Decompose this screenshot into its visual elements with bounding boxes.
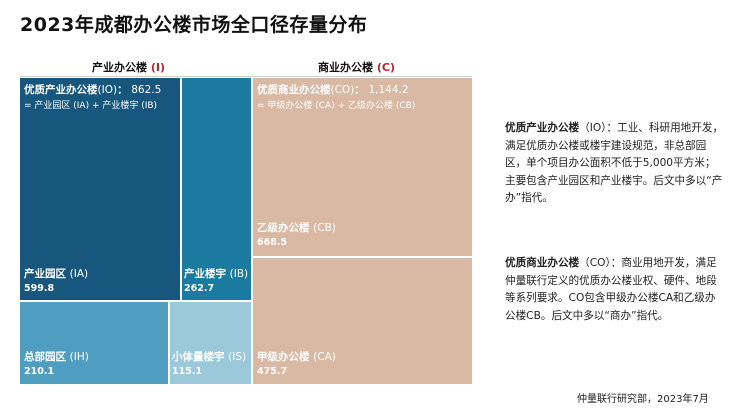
group-header-industrial: 产业办公楼 (I)	[92, 59, 165, 75]
tile-value: 475.7	[257, 366, 288, 377]
tile-cb: 优质商业办公楼(CO)： 1,144.2 = 甲级办公楼 (CA) + 乙级办公…	[253, 78, 472, 256]
tile-label: 小体量楼宇 (IS)	[172, 351, 247, 363]
total-label: 优质商业办公楼(CO)： 1,144.2	[257, 84, 409, 96]
tile-is: 小体量楼宇 (IS) 115.1	[170, 302, 251, 384]
group-code: (C)	[376, 61, 395, 74]
group-label: 商业办公楼	[318, 61, 373, 74]
group-header-commercial: 商业办公楼 (C)	[318, 59, 395, 75]
tile-ca: 甲级办公楼 (CA) 475.7	[253, 258, 472, 384]
page-title: 2023年成都办公楼市场全口径存量分布	[20, 14, 368, 36]
group-label: 产业办公楼	[92, 61, 147, 74]
tile-label: 总部园区 (IH)	[24, 351, 89, 363]
group-code: (I)	[150, 61, 165, 74]
tile-value: 262.7	[184, 283, 215, 294]
total-formula: = 甲级办公楼 (CA) + 乙级办公楼 (CB)	[257, 101, 416, 111]
tile-ib: 产业楼宇 (IB) 262.7	[182, 78, 251, 300]
tile-ia: 优质产业办公楼(IO)： 862.5 = 产业园区 (IA) + 产业楼宇 (I…	[20, 78, 180, 300]
tile-value: 668.5	[257, 237, 288, 248]
tile-value: 210.1	[24, 366, 55, 377]
total-label: 优质产业办公楼(IO)： 862.5	[24, 84, 162, 96]
tile-value: 115.1	[172, 366, 203, 377]
tile-label: 甲级办公楼 (CA)	[257, 351, 336, 363]
tile-ih: 总部园区 (IH) 210.1	[20, 302, 168, 384]
definition-co: 优质商业办公楼（CO）：商业用地开发，满足仲量联行定义的优质办公楼业权、硬件、地…	[505, 257, 717, 322]
tile-value: 599.8	[24, 283, 55, 294]
total-formula: = 产业园区 (IA) + 产业楼宇 (IB)	[24, 101, 158, 111]
header-divider	[20, 76, 472, 77]
definition-io: 优质产业办公楼（IO）：工业、科研用地开发，满足优质办公楼或楼宇建设规范，非总部…	[505, 122, 724, 204]
source-note: 仲量联行研究部，2023年7月	[577, 394, 709, 405]
tile-label: 乙级办公楼 (CB)	[257, 222, 336, 234]
tile-label: 产业楼宇 (IB)	[184, 268, 249, 280]
tile-label: 产业园区 (IA)	[24, 268, 89, 280]
